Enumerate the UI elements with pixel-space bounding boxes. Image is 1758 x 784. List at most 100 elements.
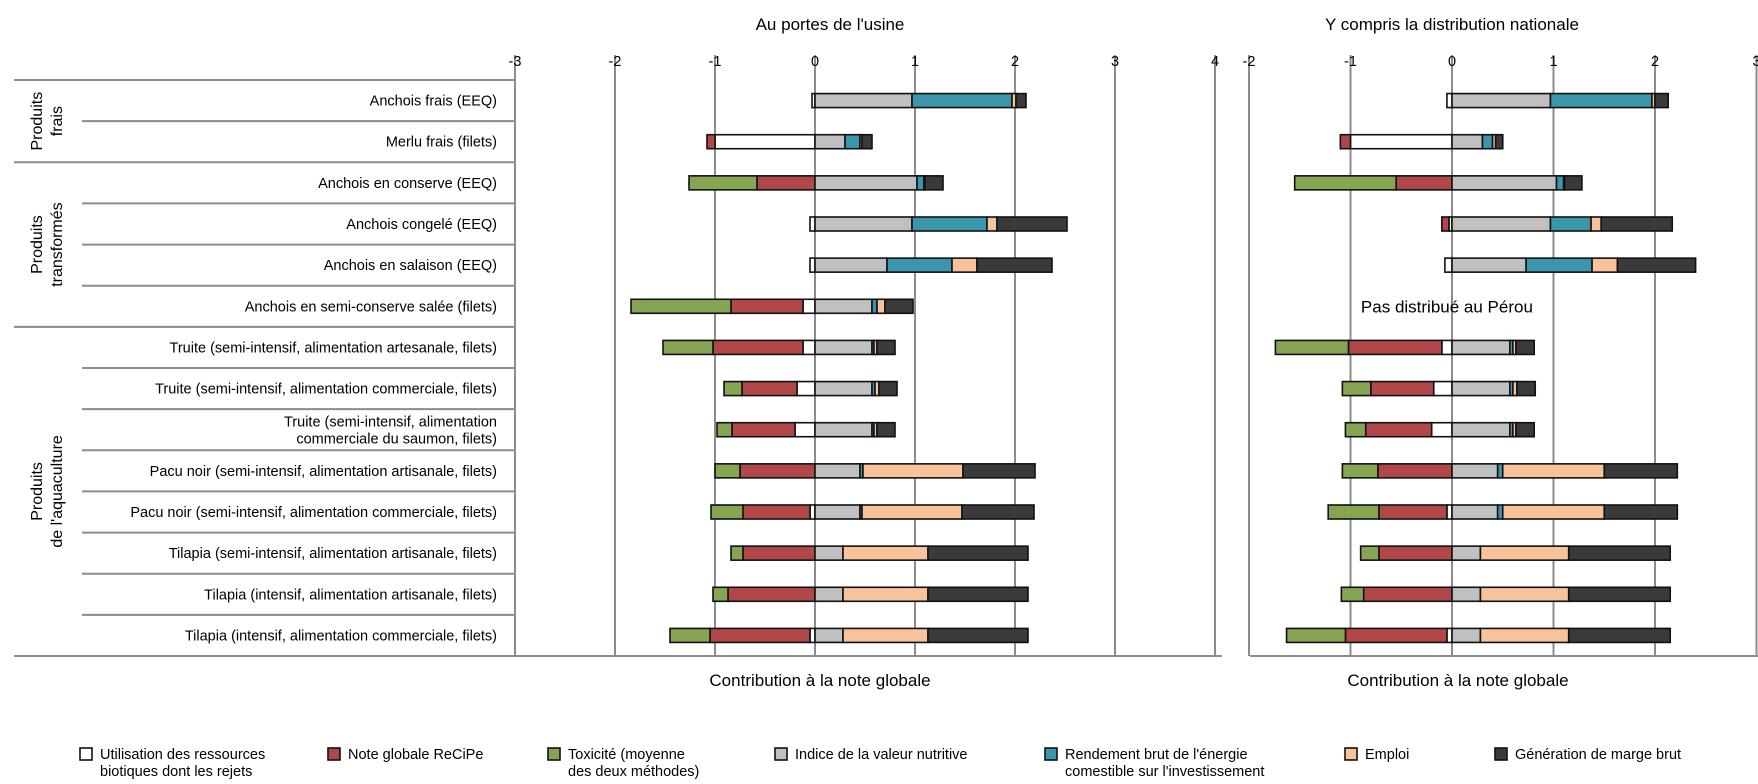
bar-segment (1347, 339, 1443, 356)
bar-segment (814, 463, 861, 479)
bar-segment (814, 133, 846, 150)
legend-label: comestible sur l'investissement (1065, 764, 1264, 780)
bar-segment (861, 133, 873, 150)
bar-segment (794, 421, 816, 438)
bar-segment (1327, 504, 1380, 520)
bar-segment (1339, 133, 1352, 150)
bar-segment (814, 298, 873, 315)
bar-segment (662, 339, 714, 356)
bar-segment (842, 545, 929, 561)
bar-segment (844, 133, 861, 150)
legend-swatch (1044, 747, 1058, 761)
bar-segment (1344, 627, 1448, 644)
bar-segment (1451, 586, 1482, 603)
bar-segment (742, 504, 811, 520)
bar-segment (742, 545, 816, 561)
bar-segment (1515, 339, 1536, 356)
bar-segment (876, 339, 896, 356)
bar-segment (723, 380, 743, 397)
legend-swatch (327, 747, 341, 761)
bar-segment (1603, 463, 1679, 479)
bar-segment (1451, 216, 1552, 232)
bar-segment (886, 257, 953, 273)
row-label: Anchois en semi-conserve salée (filets) (245, 299, 497, 315)
bar-segment (884, 298, 914, 315)
bar-segment (1430, 421, 1453, 438)
bar-segment (1555, 175, 1565, 191)
bar-segment (1515, 421, 1536, 438)
bar-segment (962, 463, 1036, 479)
bar-segment (1377, 463, 1453, 479)
row-label: Anchois en salaison (EEQ) (324, 258, 497, 274)
bar-segment (1600, 216, 1674, 232)
bar-segment (1549, 216, 1592, 232)
legend-label: Emploi (1365, 747, 1409, 763)
bar-segment (730, 545, 744, 561)
bar-segment (1603, 504, 1679, 520)
bar-segment (876, 298, 886, 315)
bar-segment (802, 339, 816, 356)
bar-segment (814, 627, 844, 644)
bar-segment (842, 627, 929, 644)
bar-segment (1451, 380, 1511, 397)
legend-label: Note globale ReCiPe (348, 747, 483, 763)
bar-segment (1501, 504, 1606, 520)
bar-segment (1364, 421, 1433, 438)
bar-segment (1516, 380, 1537, 397)
bar-segment (1567, 545, 1672, 561)
bar-segment (927, 545, 1029, 561)
bar-segment (802, 298, 816, 315)
legend-swatch (547, 747, 561, 761)
bar-segment (1451, 463, 1499, 479)
bar-segment (1591, 257, 1619, 273)
bar-segment (814, 421, 873, 438)
bar-segment (861, 504, 963, 520)
x-tick-label: -2 (1243, 54, 1256, 70)
bar-segment (814, 586, 844, 603)
row-label: Anchois congelé (EEQ) (346, 217, 497, 233)
legend-label: Indice de la valeur nutritive (795, 747, 968, 763)
legend-label: des deux méthodes) (568, 764, 699, 780)
x-tick-label: 2 (1651, 54, 1659, 70)
bar-segment (814, 92, 913, 109)
bar-segment (1451, 92, 1552, 109)
bar-segment (1362, 586, 1453, 603)
legend-label: Utilisation des ressources (100, 747, 265, 763)
group-label: de l'aquaculture (49, 435, 66, 548)
panel-title: Y compris la distribution nationale (1325, 15, 1579, 34)
bar-segment (961, 504, 1035, 520)
bar-segment (714, 133, 816, 150)
bar-segment (878, 380, 898, 397)
bar-segment (731, 421, 796, 438)
bar-segment (1567, 627, 1672, 644)
bar-segment (927, 627, 1029, 644)
bar-segment (1451, 339, 1511, 356)
legend-label: Rendement brut de l'énergie (1065, 747, 1248, 763)
bar-segment (1451, 421, 1511, 438)
x-tick-label: -3 (509, 54, 522, 70)
bar-segment (814, 545, 844, 561)
bar-segment (1293, 175, 1397, 191)
group-label: frais (49, 106, 66, 136)
x-tick-label: 3 (1111, 54, 1119, 70)
bar-segment (1549, 92, 1653, 109)
x-tick-label: 1 (911, 54, 919, 70)
legend-swatch (79, 747, 93, 761)
bar-segment (1563, 175, 1583, 191)
bar-segment (1451, 627, 1482, 644)
x-axis-title: Contribution à la note globale (709, 671, 930, 690)
bar-segment (1525, 257, 1593, 273)
bar-segment (1481, 133, 1494, 150)
bar-segment (986, 216, 998, 232)
bar-segment (1479, 627, 1570, 644)
bar-segment (1344, 421, 1367, 438)
row-label: Truite (semi-intensif, alimentation (284, 415, 497, 431)
legend-swatch (774, 747, 788, 761)
bar-segment (1479, 545, 1570, 561)
bar-segment (1285, 627, 1347, 644)
bar-segment (1654, 92, 1669, 109)
bar-segment (796, 380, 816, 397)
row-label: Anchois en conserve (EEQ) (318, 176, 497, 192)
bar-segment (814, 380, 873, 397)
